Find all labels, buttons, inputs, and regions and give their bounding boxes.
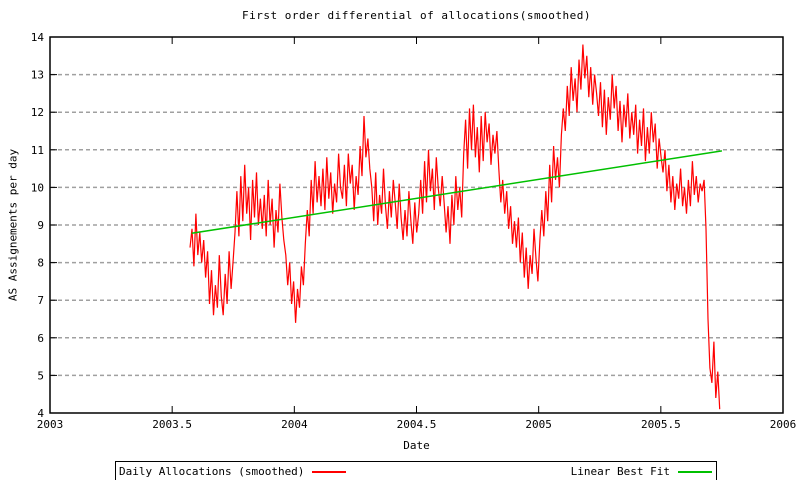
y-tick-label: 7 (37, 294, 44, 307)
x-tick-label: 2005 (525, 418, 552, 431)
x-tick-label: 2003.5 (152, 418, 192, 431)
x-tick-label: 2004.5 (397, 418, 437, 431)
x-axis-label: Date (403, 439, 430, 452)
x-tick-label: 2006 (770, 418, 797, 431)
legend-label-linear-best-fit: Linear Best Fit (570, 465, 670, 478)
y-axis-label: AS Assignements per day (6, 148, 20, 302)
x-tick-label: 2004 (281, 418, 308, 431)
y-tick-label: 14 (31, 31, 45, 44)
legend-line-sample-green (678, 471, 712, 473)
y-tick-label: 11 (31, 144, 44, 157)
legend-label-daily-allocations: Daily Allocations (smoothed) (119, 465, 305, 478)
legend-item-linear-best-fit: Linear Best Fit (571, 465, 712, 478)
x-tick-label: 2003 (37, 418, 64, 431)
linear-best-fit-line (191, 150, 723, 235)
y-tick-label: 8 (37, 257, 44, 270)
y-tick-label: 6 (37, 332, 44, 345)
chart-title: First order differential of allocations(… (241, 9, 591, 22)
legend-item-daily-allocations: Daily Allocations (smoothed) (119, 465, 347, 478)
y-tick-label: 13 (31, 69, 44, 82)
y-tick-label: 4 (37, 407, 44, 420)
y-tick-label: 5 (37, 369, 44, 382)
legend-line-sample-red (312, 471, 347, 473)
y-tick-label: 9 (37, 219, 44, 232)
y-tick-label: 10 (31, 181, 44, 194)
x-tick-label: 2005.5 (641, 418, 681, 431)
legend-box: Daily Allocations (smoothed) Linear Best… (115, 461, 717, 480)
y-tick-label: 12 (31, 106, 44, 119)
daily-allocations-series-line (189, 44, 721, 410)
